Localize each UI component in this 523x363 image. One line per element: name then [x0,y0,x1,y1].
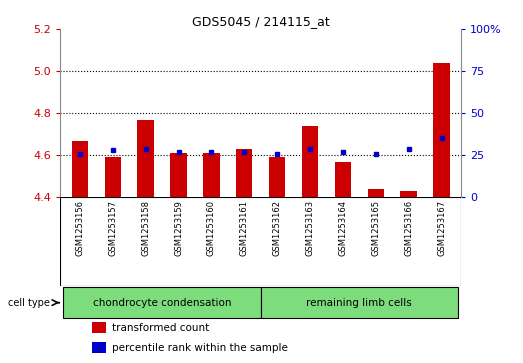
Bar [203,153,220,197]
FancyBboxPatch shape [260,287,458,318]
Bar [434,63,450,197]
Text: transformed count: transformed count [112,323,210,333]
Text: GSM1253156: GSM1253156 [75,200,84,256]
Text: GSM1253165: GSM1253165 [371,200,380,256]
Text: GSM1253157: GSM1253157 [108,200,117,256]
Bar [138,119,154,197]
Text: remaining limb cells: remaining limb cells [306,298,412,307]
Bar [368,189,384,197]
Text: cell type: cell type [8,298,50,307]
Bar [72,140,88,197]
Title: GDS5045 / 214115_at: GDS5045 / 214115_at [192,15,329,28]
Bar [92,342,106,353]
Bar [236,149,253,197]
Text: GSM1253166: GSM1253166 [404,200,413,256]
Bar [105,158,121,197]
Bar [92,322,106,333]
Bar [401,191,417,197]
FancyBboxPatch shape [63,287,260,318]
Text: GSM1253159: GSM1253159 [174,200,183,256]
Bar [335,162,351,197]
Text: GSM1253158: GSM1253158 [141,200,150,256]
Text: GSM1253163: GSM1253163 [305,200,314,256]
Bar [302,126,319,197]
Text: GSM1253161: GSM1253161 [240,200,249,256]
Text: GSM1253162: GSM1253162 [272,200,282,256]
Text: GSM1253167: GSM1253167 [437,200,446,256]
Text: percentile rank within the sample: percentile rank within the sample [112,343,288,353]
Bar [269,158,286,197]
Text: GSM1253160: GSM1253160 [207,200,216,256]
Text: chondrocyte condensation: chondrocyte condensation [93,298,231,307]
Bar [170,153,187,197]
Text: GSM1253164: GSM1253164 [338,200,347,256]
